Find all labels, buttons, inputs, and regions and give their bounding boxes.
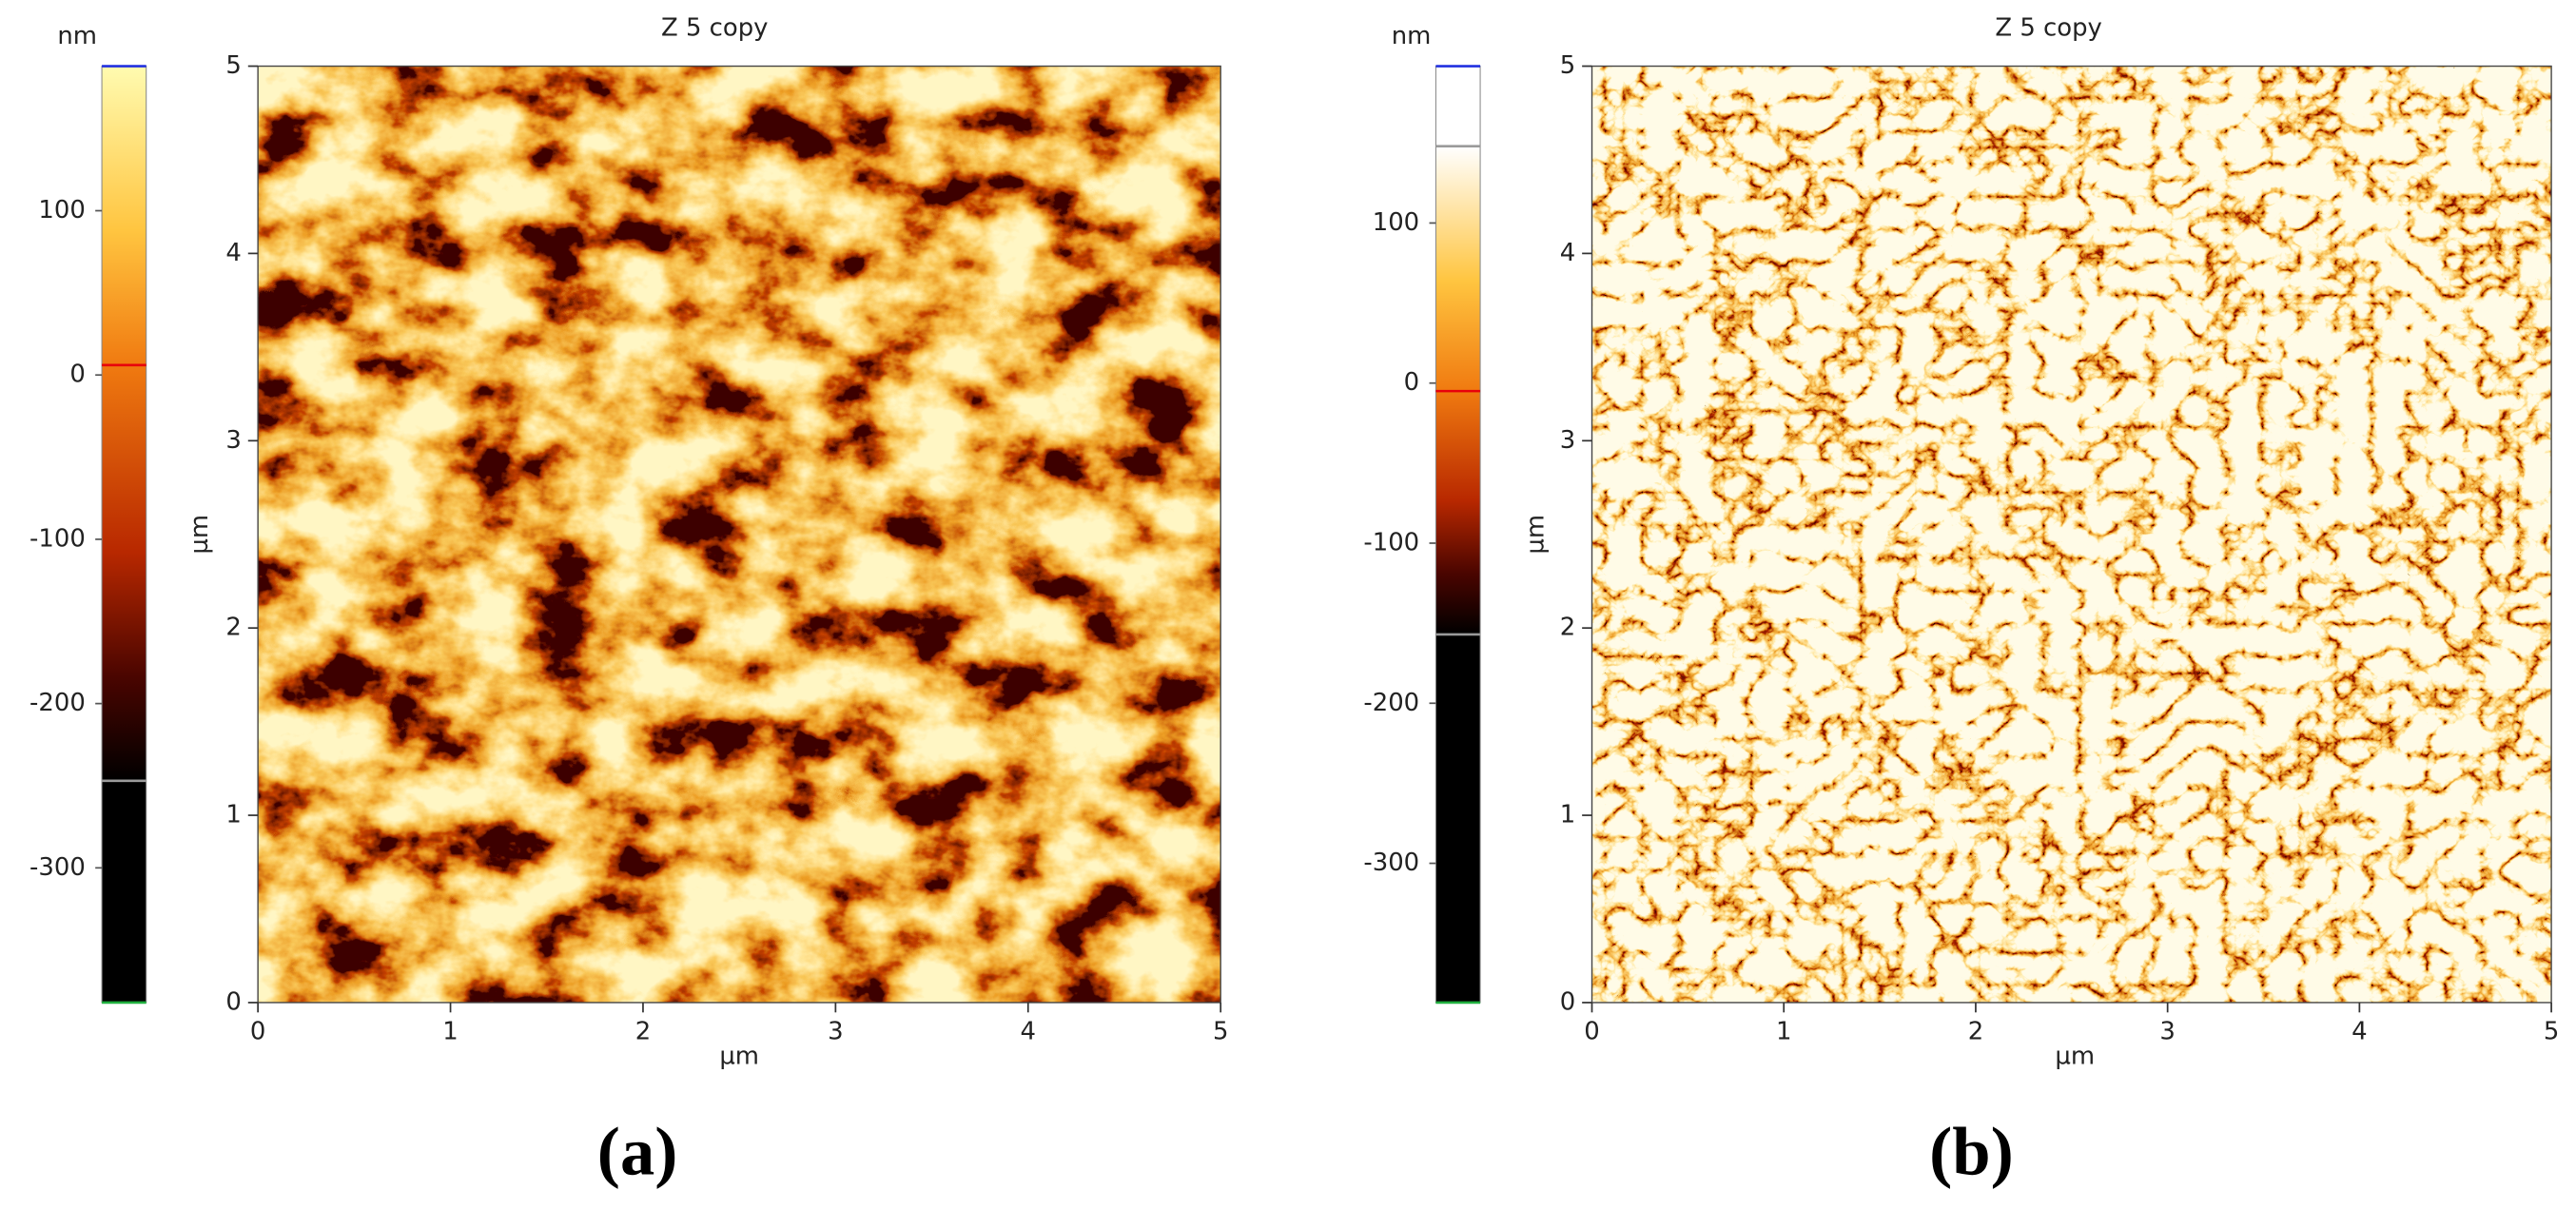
colorbar-tick-label: -200: [29, 689, 86, 717]
colorbar-tick-label: 100: [38, 196, 85, 224]
colorbar: [1434, 66, 1481, 1004]
x-axis-label: µm: [2055, 1042, 2095, 1070]
x-tick-label: 2: [1968, 1018, 1983, 1046]
afm-image: [258, 66, 1221, 1003]
x-tick-label: 1: [442, 1018, 458, 1046]
colorbar: [101, 66, 147, 1004]
chart-title: Z 5 copy: [661, 13, 769, 42]
y-tick-label: 0: [225, 987, 241, 1016]
colorbar-tick-label: -100: [29, 524, 86, 553]
x-tick-label: 3: [828, 1018, 843, 1046]
colorbar-tick-label: 0: [1404, 368, 1419, 397]
plot-frame: [257, 65, 1221, 1004]
colorbar-label: nm: [1392, 22, 1432, 50]
x-tick-label: 0: [1584, 1018, 1599, 1046]
colorbar-tick-label: -300: [29, 853, 86, 882]
y-tick-label: 1: [1560, 801, 1575, 829]
y-axis-label: µm: [1521, 515, 1550, 555]
afm-image: [1591, 66, 2552, 1003]
y-tick-label: 4: [225, 239, 241, 267]
y-tick-label: 1: [225, 801, 241, 829]
y-tick-label: 3: [1560, 426, 1575, 455]
x-tick-label: 3: [2159, 1018, 2175, 1046]
colorbar-tick-label: 0: [69, 361, 85, 389]
colorbar-tick-label: 100: [1373, 208, 1419, 237]
x-tick-label: 4: [1021, 1018, 1036, 1046]
y-tick-label: 2: [1560, 614, 1575, 642]
colorbar-tick-label: -200: [1363, 689, 1419, 717]
x-tick-label: 4: [2352, 1018, 2367, 1046]
y-tick-label: 5: [225, 51, 241, 80]
x-axis-label: µm: [719, 1042, 759, 1070]
y-tick-label: 2: [225, 614, 241, 642]
chart-title: Z 5 copy: [1995, 13, 2102, 42]
y-tick-label: 0: [1560, 987, 1575, 1016]
x-tick-label: 0: [250, 1018, 265, 1046]
plot-frame: [1590, 65, 2552, 1004]
colorbar-label: nm: [57, 22, 97, 50]
colorbar-tick-label: -100: [1363, 528, 1419, 556]
x-tick-label: 5: [1213, 1018, 1228, 1046]
panel-label: (b): [1929, 1113, 2014, 1190]
x-tick-label: 5: [2544, 1018, 2559, 1046]
x-tick-label: 1: [1776, 1018, 1791, 1046]
y-tick-label: 5: [1560, 51, 1575, 80]
x-tick-label: 2: [635, 1018, 651, 1046]
y-axis-label: µm: [185, 515, 214, 555]
y-tick-label: 4: [1560, 239, 1575, 267]
colorbar-tick-label: -300: [1363, 849, 1419, 877]
y-tick-label: 3: [225, 426, 241, 455]
panel-label: (a): [597, 1113, 678, 1190]
